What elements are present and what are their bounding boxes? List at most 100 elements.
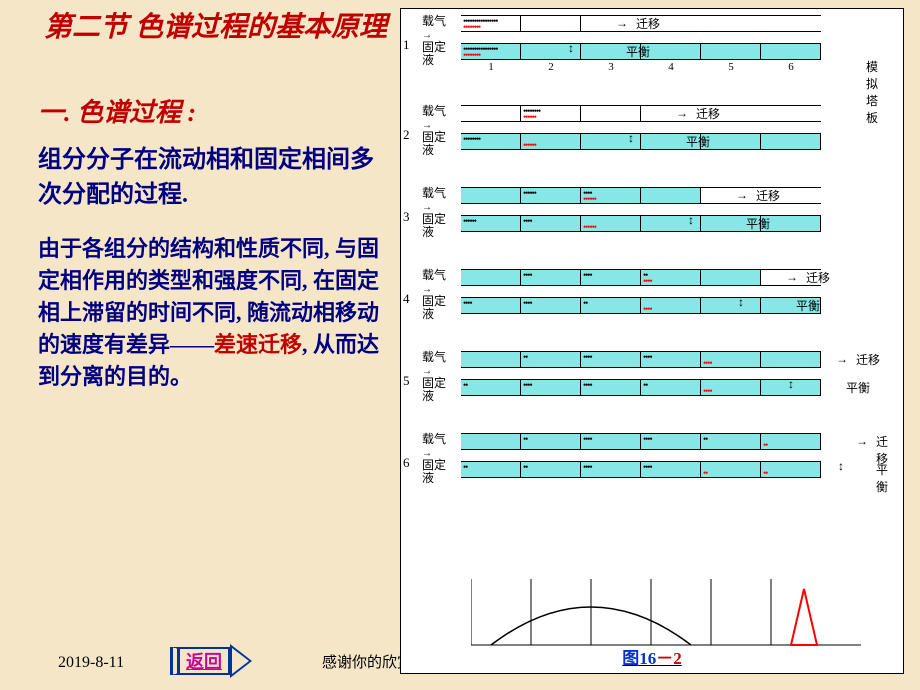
tick: 6 [761, 61, 821, 73]
segment: •••• [581, 462, 641, 477]
segment: •••• [581, 352, 641, 367]
figure-caption: 图16－2 [401, 644, 903, 669]
migration-label: 迁移 [806, 269, 830, 286]
segment: •••••••••• [581, 188, 641, 203]
date-text: 2019-8-11 [58, 654, 124, 672]
segment [701, 298, 761, 313]
equilibrium-label: 平衡 [846, 379, 870, 396]
tick: 1 [461, 61, 521, 73]
tick: 4 [641, 61, 701, 73]
segment [521, 16, 581, 31]
segment: •••••• [461, 216, 521, 231]
segment [461, 352, 521, 367]
paragraph-2: 由于各组分的结构和性质不同, 与固定相作用的类型和强度不同, 在固定相上滞留的时… [38, 233, 393, 392]
liquid-row: •••••••••••••••• [461, 379, 821, 396]
liquid-row: •••••••••••••• [461, 133, 821, 150]
migration-label: 迁移 [636, 15, 660, 32]
segment: •••• [641, 352, 701, 367]
stage-number: 1 [403, 37, 410, 53]
segment: •• [761, 462, 821, 477]
segment: •••••••••••••••••••••••• [461, 44, 521, 59]
stage-number: 4 [403, 291, 410, 307]
segment: •••• [701, 380, 761, 395]
segment: •••••••• [461, 134, 521, 149]
paragraph-1: 组分分子在流动相和固定相间多次分配的过程. [38, 143, 393, 213]
slide: 第二节 色谱过程的基本原理 一. 色谱过程 : 组分分子在流动相和固定相间多次分… [0, 0, 920, 690]
segment: •• [521, 352, 581, 367]
row-labels: 载气 →固定液 [422, 269, 457, 320]
segment: •••••••••••••• [521, 106, 581, 121]
segment [461, 106, 521, 121]
equilibrium-label: 平衡 [746, 215, 770, 232]
equilibrium-label: 平衡 [796, 297, 820, 314]
section-heading: 一. 色谱过程 : [38, 92, 393, 129]
back-arrow-shape: 返回 [170, 644, 315, 678]
segment: •••• [581, 380, 641, 395]
arrow-updown-icon: ↕ [628, 132, 634, 144]
plates-label: 模拟塔板 [866, 58, 889, 126]
tick: 3 [581, 61, 641, 73]
segment: •• [701, 434, 761, 449]
equilibrium-label: 平衡 [876, 461, 889, 495]
segment [761, 44, 821, 59]
segment: •••• [641, 462, 701, 477]
arrow-updown-icon: ↕ [838, 460, 844, 472]
segment: •••• [461, 298, 521, 313]
arrow-right-icon: → [836, 353, 848, 365]
segment: •••• [521, 270, 581, 285]
liquid-row: •••••••••••••••• [461, 461, 821, 478]
stage-number: 6 [403, 455, 410, 471]
segment: •••• [581, 270, 641, 285]
back-label: 返回 [170, 647, 230, 675]
tick-labels: 123456 [461, 61, 821, 75]
figcap-a: 图16 [622, 649, 656, 668]
gas-row: •••••••••••••• [461, 105, 821, 122]
segment [461, 270, 521, 285]
segment [701, 44, 761, 59]
row-labels: 载气 →固定液 [422, 351, 457, 402]
back-button[interactable]: 返回 [170, 644, 315, 678]
equilibrium-label: 平衡 [686, 133, 710, 150]
segment: •• [761, 434, 821, 449]
segment: •• [461, 380, 521, 395]
segment: •••• [641, 298, 701, 313]
liquid-row: •••••••••••••• [461, 297, 821, 314]
segment: •• [461, 462, 521, 477]
arrow-updown-icon: ↕ [688, 214, 694, 226]
segment: •• [581, 298, 641, 313]
diagram-panel: 1载气 →固定液••••••••••••••••••••••••→迁移•••••… [400, 8, 904, 674]
arrow-right-icon: → [736, 189, 748, 201]
arrow-right-icon [230, 644, 252, 678]
segment [461, 434, 521, 449]
segment: •••• [521, 216, 581, 231]
segment [761, 134, 821, 149]
segment: •••••• [521, 134, 581, 149]
segment: •••••• [581, 216, 641, 231]
arrow-updown-icon: ↕ [568, 42, 574, 54]
segment: •••• [701, 352, 761, 367]
figcap-b: －2 [656, 649, 682, 668]
stage-number: 5 [403, 373, 410, 389]
gas-row: •••••••••••••• [461, 433, 821, 450]
segment: •••• [521, 298, 581, 313]
segment [761, 352, 821, 367]
stage-number: 3 [403, 209, 410, 225]
row-labels: 载气 →固定液 [422, 187, 457, 238]
arrow-right-icon: → [786, 271, 798, 283]
arrow-right-icon: → [616, 17, 628, 29]
migration-label: 迁移 [756, 187, 780, 204]
arrow-updown-icon: ↕ [738, 296, 744, 308]
slide-title: 第二节 色谱过程的基本原理 [38, 10, 393, 46]
segment [461, 188, 521, 203]
row-labels: 载气 →固定液 [422, 105, 457, 156]
migration-label: 迁移 [856, 351, 880, 368]
para2-highlight: 差速迁移 [214, 332, 302, 357]
chromatogram-curve [471, 579, 861, 647]
segment: •••• [641, 434, 701, 449]
segment: •••••••••••••••••••••••• [461, 16, 521, 31]
arrow-right-icon: → [676, 107, 688, 119]
segment: •• [521, 462, 581, 477]
gas-row: •••••••••••••• [461, 269, 821, 286]
segment: •• [641, 380, 701, 395]
segment: •••• [581, 434, 641, 449]
